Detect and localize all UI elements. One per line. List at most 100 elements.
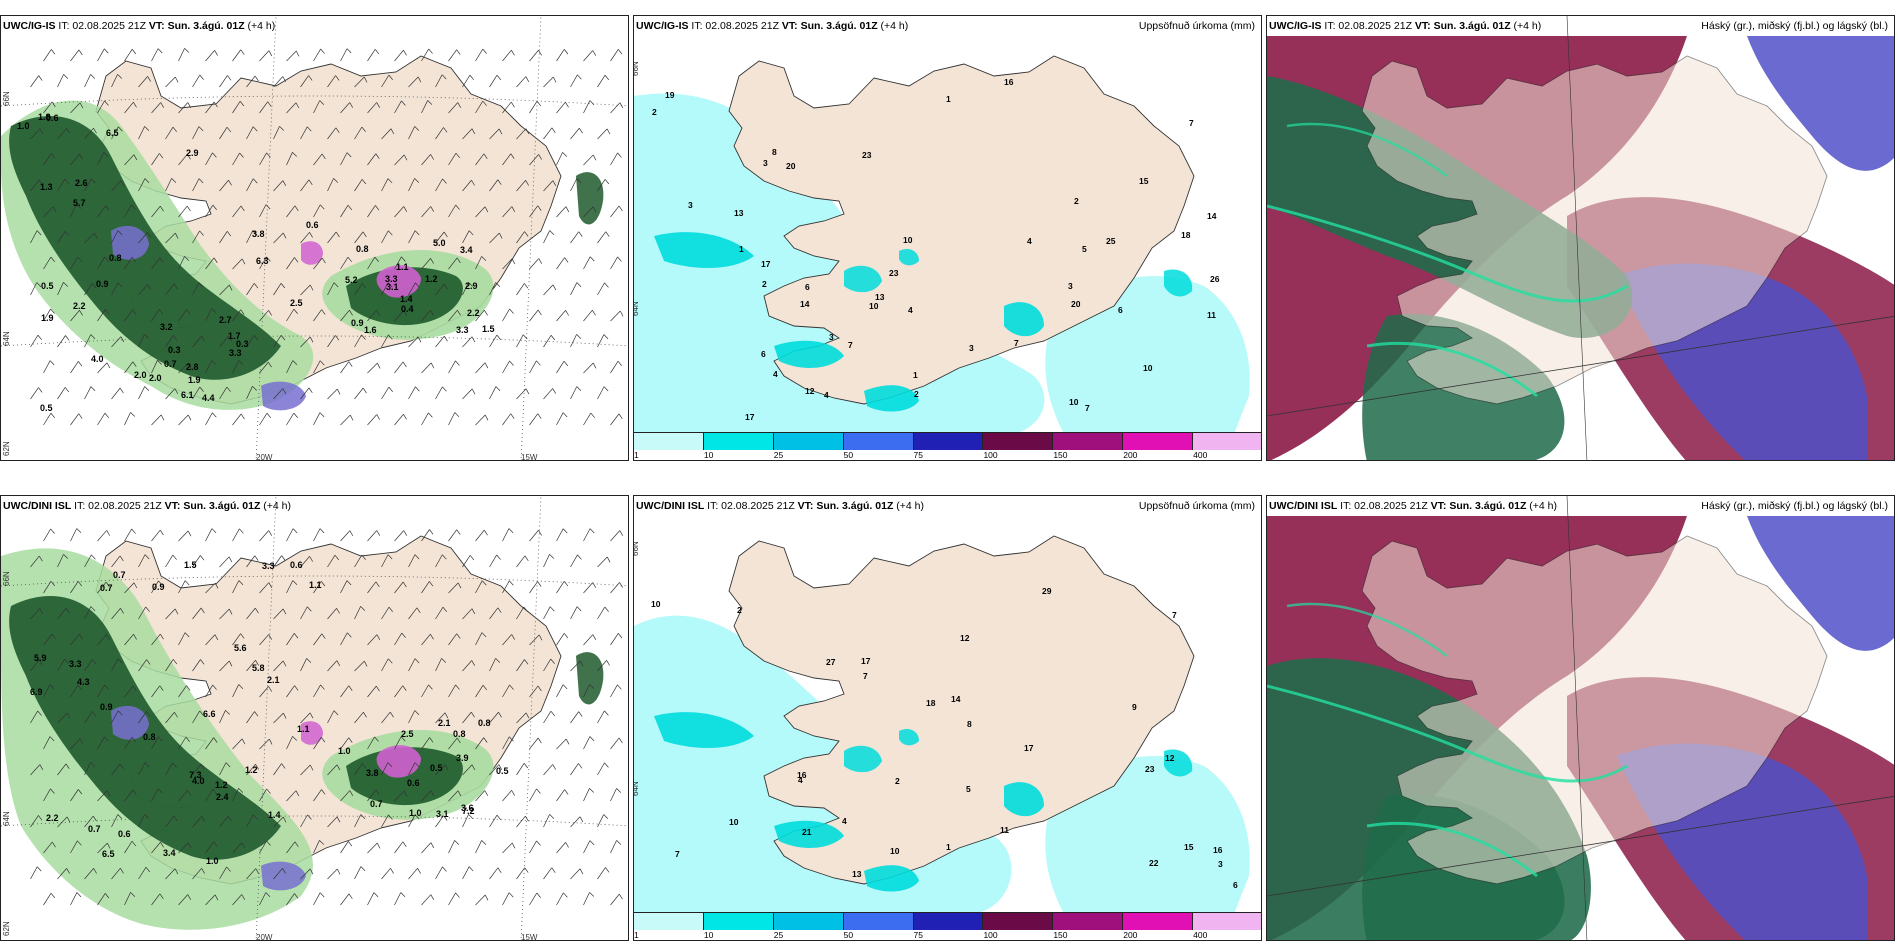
wind-barb — [381, 814, 389, 828]
wind-barb — [219, 179, 229, 192]
lead-time: (+4 h) — [1529, 500, 1558, 512]
precip-value-label: 2.9 — [186, 148, 199, 158]
wind-barb-flag — [160, 842, 164, 848]
wind-barb — [448, 737, 458, 750]
wind-barb-flag — [604, 282, 609, 288]
lat-label: 62N — [2, 921, 11, 936]
wind-barb — [340, 414, 351, 426]
wind-barb-flag — [387, 178, 393, 184]
wind-barb-flag — [430, 206, 435, 212]
wind-barb-flag — [337, 388, 341, 395]
lat-label: 66N — [634, 61, 640, 76]
wind-barb — [178, 632, 186, 646]
wind-barb-flag — [133, 154, 138, 161]
wind-barb — [138, 284, 148, 296]
wind-barb-flag — [401, 632, 406, 638]
precip-blue — [261, 381, 306, 411]
wind-barb — [435, 386, 443, 400]
valid-time-label: VT: — [164, 500, 181, 512]
wind-barb — [84, 334, 92, 348]
wind-barb-flag — [241, 894, 246, 900]
wind-barb-flag — [484, 790, 489, 796]
wind-barb-flag — [64, 658, 69, 664]
wind-barb — [219, 231, 228, 244]
wind-barb-flag — [509, 360, 514, 366]
wind-barb-flag — [173, 815, 178, 821]
precip-value-label: 0.3 — [168, 345, 181, 355]
wind-barb — [138, 659, 147, 672]
accum-value-label: 4 — [1027, 236, 1032, 246]
wind-barb — [97, 309, 106, 322]
wind-barb — [556, 842, 566, 854]
wind-barb-flag — [50, 580, 56, 587]
wind-barb — [543, 230, 551, 244]
wind-barb-flag — [144, 762, 150, 768]
wind-barb-flag — [106, 790, 111, 797]
accum-value-label: 3 — [969, 343, 974, 353]
wind-barb — [43, 633, 53, 646]
wind-barb-flag — [564, 49, 569, 55]
cloud-edge-contours — [1267, 122, 1628, 398]
lat-label: 66N — [2, 91, 11, 106]
wind-barb-flag — [417, 336, 422, 343]
wind-barb — [151, 153, 160, 166]
wind-barb — [421, 581, 430, 594]
wind-barb-flag — [145, 606, 150, 612]
wind-barb — [232, 894, 243, 906]
wind-barb-flag — [442, 386, 447, 392]
wind-barb — [219, 815, 229, 828]
wind-barb — [367, 581, 377, 594]
wind-barb-flag — [174, 712, 178, 718]
wind-barb — [84, 815, 94, 828]
cloud-edge — [1286, 122, 1448, 178]
wind-barb — [259, 788, 267, 802]
colorbar-tick-label: 25 — [773, 450, 784, 460]
wind-barb — [448, 152, 457, 166]
wind-barb-flag — [50, 892, 56, 899]
wind-barb — [394, 736, 402, 750]
wind-barb-flag — [51, 633, 56, 640]
wind-barb — [381, 128, 392, 140]
wind-barb — [43, 528, 51, 542]
panel-header: UWC/IG-IS IT: 02.08.2025 21Z VT: Sun. 3.… — [3, 20, 275, 32]
wind-barb — [489, 607, 499, 620]
lon-label: 20W — [256, 453, 273, 461]
wind-barb — [543, 814, 550, 828]
wind-barb-flag — [579, 660, 584, 667]
wind-barb — [70, 204, 77, 218]
accum-value-label: 2 — [762, 279, 767, 289]
wind-barb — [597, 282, 605, 296]
wind-barb — [502, 258, 513, 270]
wind-barb-flag — [309, 712, 314, 719]
wind-barb — [232, 633, 241, 646]
wind-barb — [529, 360, 537, 374]
wind-barb-flag — [538, 154, 542, 160]
wind-barb-flag — [376, 102, 381, 108]
wind-barb — [43, 101, 53, 114]
colorbar-swatch — [703, 432, 774, 450]
wind-barb-flag — [617, 684, 622, 690]
wind-barb-flag — [213, 257, 218, 264]
wind-barb-flag — [229, 608, 233, 615]
wind-barb — [583, 528, 591, 542]
wind-barb — [340, 48, 348, 62]
wind-barb-flag — [430, 634, 434, 640]
wind-barb-flag — [117, 282, 123, 288]
wind-barb-flag — [390, 868, 394, 874]
wind-barb-flag — [319, 360, 325, 366]
wind-barb-flag — [525, 128, 530, 135]
lead-time: (+4 h) — [896, 500, 925, 512]
precip-value-label: 0.8 — [478, 718, 491, 728]
wind-barb — [583, 206, 594, 218]
wind-barb-flag — [455, 892, 460, 898]
wind-barb-flag — [104, 100, 109, 106]
wind-barb-flag — [79, 102, 84, 109]
wind-barb-flag — [617, 361, 623, 367]
wind-barb — [597, 710, 605, 724]
wind-barb — [367, 310, 377, 322]
precip-area-sea — [1045, 756, 1250, 914]
wind-barb-flag — [144, 554, 150, 560]
wind-barb — [232, 413, 242, 426]
wind-barb — [30, 555, 40, 568]
wind-barb — [30, 282, 38, 296]
